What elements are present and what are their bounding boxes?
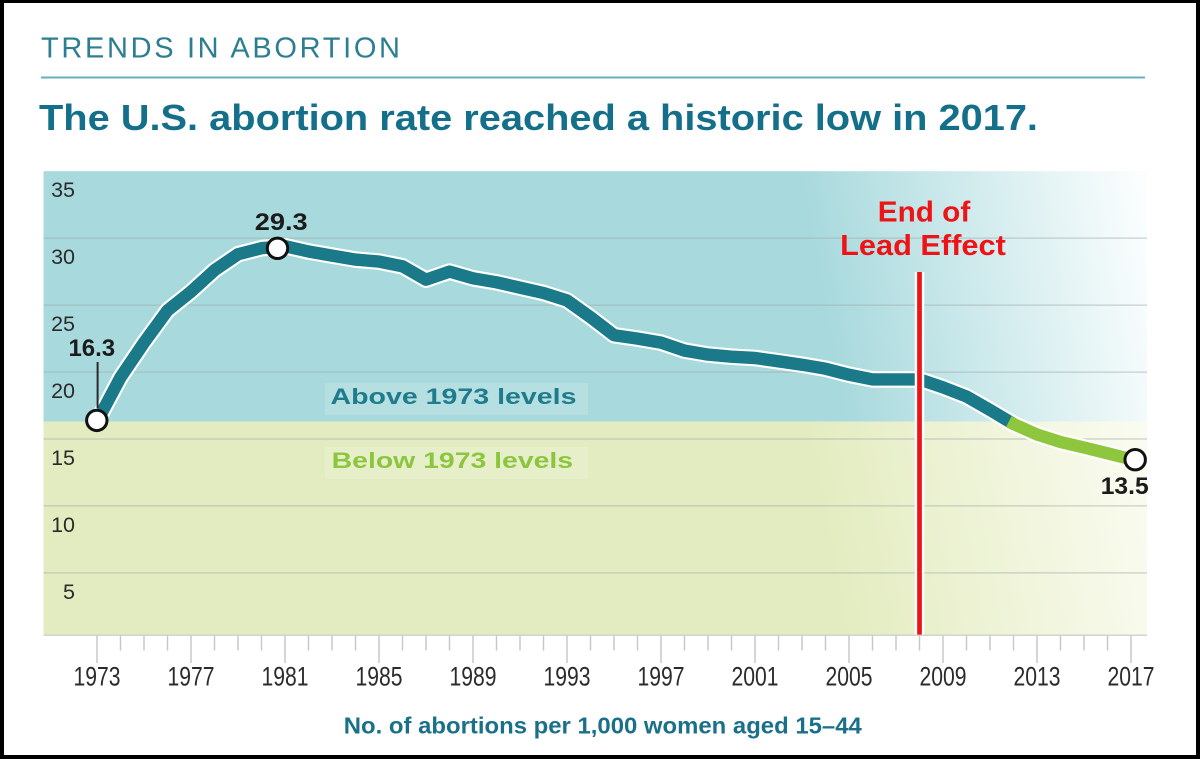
svg-text:29.3: 29.3: [255, 209, 308, 236]
svg-text:2009: 2009: [920, 661, 967, 691]
svg-text:End of: End of: [878, 197, 971, 229]
svg-text:Lead Effect: Lead Effect: [840, 230, 1006, 262]
svg-text:Below 1973 levels: Below 1973 levels: [332, 448, 573, 473]
svg-text:1997: 1997: [638, 661, 685, 691]
svg-text:2017: 2017: [1108, 661, 1155, 691]
svg-text:16.3: 16.3: [68, 335, 115, 362]
svg-text:5: 5: [63, 580, 75, 604]
svg-text:1985: 1985: [356, 661, 403, 691]
svg-text:1977: 1977: [168, 661, 215, 691]
svg-text:2013: 2013: [1014, 661, 1061, 691]
svg-text:30: 30: [51, 245, 75, 269]
svg-text:2001: 2001: [732, 661, 779, 691]
svg-text:No. of abortions per 1,000 wom: No. of abortions per 1,000 women aged 15…: [344, 712, 862, 738]
svg-text:35: 35: [51, 178, 75, 202]
svg-text:25: 25: [51, 312, 75, 336]
svg-text:The U.S. abortion rate reached: The U.S. abortion rate reached a histori…: [39, 97, 1038, 138]
svg-text:1989: 1989: [450, 661, 497, 691]
svg-text:Above 1973 levels: Above 1973 levels: [331, 384, 577, 409]
svg-text:13.5: 13.5: [1101, 473, 1149, 500]
svg-text:1993: 1993: [544, 661, 591, 691]
svg-text:1973: 1973: [74, 661, 121, 691]
svg-text:10: 10: [51, 513, 75, 537]
svg-text:15: 15: [51, 446, 75, 470]
svg-text:1981: 1981: [262, 661, 309, 691]
svg-text:20: 20: [51, 379, 75, 403]
svg-text:TRENDS IN ABORTION: TRENDS IN ABORTION: [41, 33, 400, 65]
svg-text:2005: 2005: [826, 661, 873, 691]
